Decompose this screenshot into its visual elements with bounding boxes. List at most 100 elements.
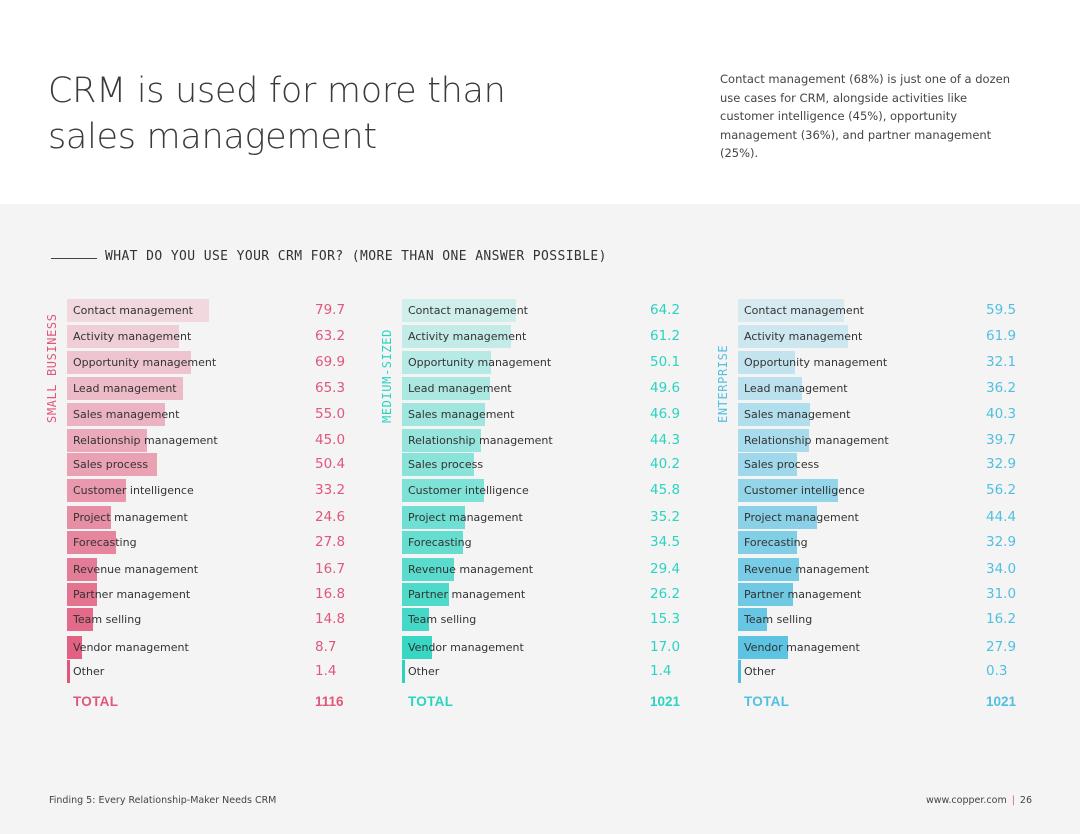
bar bbox=[738, 479, 839, 502]
footer-page-number: 26 bbox=[1019, 795, 1032, 806]
bar-label: Sales process bbox=[73, 458, 149, 471]
bar-label: Project management bbox=[744, 511, 859, 524]
footer-finding: Finding 5: Every Relationship-Maker Need… bbox=[49, 795, 277, 806]
bar-label: Sales process bbox=[408, 458, 484, 471]
bar bbox=[402, 636, 433, 659]
bar-value: 56.2 bbox=[986, 482, 1017, 498]
bar-value: 29.4 bbox=[650, 561, 681, 577]
bar-row: Activity management 61.2 bbox=[402, 323, 702, 349]
bar bbox=[402, 429, 481, 452]
bar-label: Sales management bbox=[408, 408, 515, 421]
bar-label: Revenue management bbox=[408, 563, 534, 576]
bar-label: Lead management bbox=[73, 382, 177, 395]
bar-row: Forecasting 34.5 bbox=[402, 529, 702, 555]
bar bbox=[67, 531, 117, 554]
bar-label: Revenue management bbox=[744, 563, 870, 576]
bar bbox=[67, 506, 111, 529]
bar-label: Relationship management bbox=[408, 434, 553, 447]
bar bbox=[67, 299, 209, 322]
bar bbox=[67, 351, 192, 374]
bar-row: Opportunity management 32.1 bbox=[738, 349, 1038, 375]
bar-label: Team selling bbox=[744, 613, 813, 626]
bar-row: Other 1.4 bbox=[67, 658, 367, 684]
bar-value: 32.9 bbox=[986, 534, 1017, 550]
bar-label: Customer intelligence bbox=[744, 484, 865, 497]
footer-separator: | bbox=[1011, 795, 1015, 806]
bar-label: Other bbox=[73, 665, 105, 678]
bar-value: 50.4 bbox=[315, 456, 346, 472]
bar-label: Vendor management bbox=[73, 641, 189, 654]
bar-value: 34.5 bbox=[650, 534, 681, 550]
bar-label: Contact management bbox=[408, 304, 528, 317]
segment-label: ENTERPRISE bbox=[716, 298, 730, 423]
bar bbox=[67, 325, 180, 348]
bar-row: Revenue management 34.0 bbox=[738, 556, 1038, 582]
bar-label: Sales management bbox=[73, 408, 180, 421]
bar-row: Team selling 14.8 bbox=[67, 606, 367, 632]
bar-row: Team selling 16.2 bbox=[738, 606, 1038, 632]
segment-label-text: ENTERPRISE bbox=[716, 344, 730, 423]
bar-row: Partner management 31.0 bbox=[738, 581, 1038, 607]
bar bbox=[402, 325, 511, 348]
bar-row: Sales process 50.4 bbox=[67, 451, 367, 477]
bar-row: Other 1.4 bbox=[402, 658, 702, 684]
bar-value: 79.7 bbox=[315, 302, 346, 318]
bar-value: 69.9 bbox=[315, 354, 346, 370]
bar bbox=[67, 453, 157, 476]
bar-label: Project management bbox=[73, 511, 188, 524]
bar-row: Project management 24.6 bbox=[67, 504, 367, 530]
bar bbox=[738, 608, 767, 631]
bar-value: 17.0 bbox=[650, 639, 681, 655]
bar bbox=[402, 558, 455, 581]
bar-value: 15.3 bbox=[650, 611, 681, 627]
bar-row: Sales management 40.3 bbox=[738, 401, 1038, 427]
bar-row: Vendor management 27.9 bbox=[738, 634, 1038, 660]
bar-label: Other bbox=[744, 665, 776, 678]
bar-value: 50.1 bbox=[650, 354, 681, 370]
bar-label: Relationship management bbox=[73, 434, 218, 447]
bar bbox=[67, 558, 97, 581]
bar-row: Opportunity management 50.1 bbox=[402, 349, 702, 375]
bar bbox=[738, 531, 797, 554]
bar-value: 34.0 bbox=[986, 561, 1017, 577]
bar bbox=[738, 351, 796, 374]
bar-value: 8.7 bbox=[315, 639, 337, 655]
bar-label: Customer intelligence bbox=[408, 484, 529, 497]
bar-row: Sales management 46.9 bbox=[402, 401, 702, 427]
bar-value: 61.2 bbox=[650, 328, 681, 344]
bar-value: 14.8 bbox=[315, 611, 346, 627]
bar-label: Activity management bbox=[73, 330, 192, 343]
bar bbox=[67, 429, 148, 452]
bar-row: Revenue management 16.7 bbox=[67, 556, 367, 582]
bar-label: Forecasting bbox=[73, 536, 137, 549]
bar-label: Partner management bbox=[73, 588, 191, 601]
footer-site-link[interactable]: www.copper.com bbox=[925, 795, 1007, 806]
total-value: 1021 bbox=[650, 694, 681, 709]
bar-label: Opportunity management bbox=[408, 356, 552, 369]
header-section: CRM is used for more than sales manageme… bbox=[0, 0, 1080, 204]
bar-value: 26.2 bbox=[650, 586, 681, 602]
bar-value: 59.5 bbox=[986, 302, 1017, 318]
chart-enterprise: ENTERPRISE Contact management 59.5 Activity… bbox=[716, 296, 1038, 716]
subtitle-rule bbox=[51, 258, 97, 259]
bar-value: 31.0 bbox=[986, 586, 1017, 602]
footer-meta: www.copper.com | 26 bbox=[926, 795, 1032, 806]
bar-row: Relationship management 39.7 bbox=[738, 427, 1038, 453]
bar bbox=[738, 583, 794, 606]
bar-label: Activity management bbox=[408, 330, 527, 343]
bar-value: 36.2 bbox=[986, 380, 1017, 396]
chart-panel bbox=[0, 204, 1080, 834]
bar-value: 46.9 bbox=[650, 406, 681, 422]
bar-value: 45.8 bbox=[650, 482, 681, 498]
total-value: 1021 bbox=[986, 694, 1017, 709]
page-title-line-2: sales management bbox=[48, 117, 377, 157]
bar-label: Partner management bbox=[744, 588, 862, 601]
bar-row: Project management 35.2 bbox=[402, 504, 702, 530]
bar-label: Other bbox=[408, 665, 440, 678]
bar-value: 27.8 bbox=[315, 534, 346, 550]
bar bbox=[738, 403, 810, 426]
bar-value: 16.2 bbox=[986, 611, 1017, 627]
bar-label: Activity management bbox=[744, 330, 863, 343]
bar-label: Opportunity management bbox=[73, 356, 217, 369]
bar bbox=[67, 479, 127, 502]
